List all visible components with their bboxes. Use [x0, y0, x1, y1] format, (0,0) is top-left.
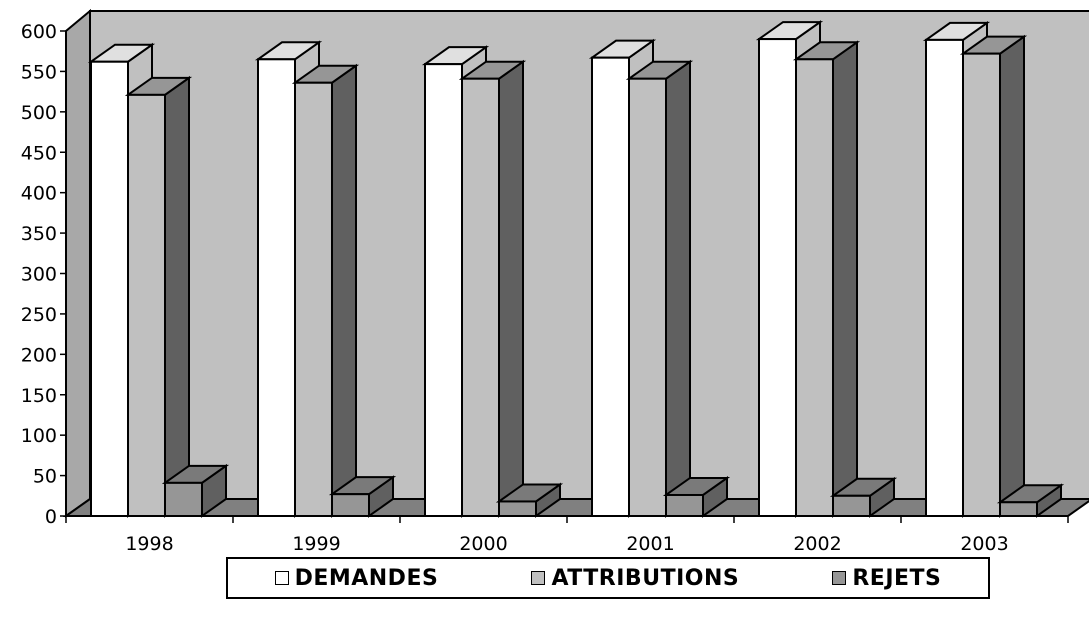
x-tick-label: 2000: [459, 533, 507, 555]
legend-label-attributions: ATTRIBUTIONS: [551, 565, 740, 591]
legend-swatch-rejets: [832, 571, 847, 585]
y-tick-label: 500: [21, 102, 57, 124]
x-tick-label: 1999: [292, 533, 340, 555]
bar-rejets-1998: [164, 481, 203, 518]
y-tick-label: 600: [21, 21, 57, 43]
bar-side-attributions-2003: [999, 34, 1025, 518]
bar-side-attributions-2001: [665, 59, 691, 518]
y-tick-label: 350: [21, 223, 57, 245]
y-tick-label: 0: [45, 506, 57, 528]
bar-rejets-2001: [665, 493, 704, 518]
bar-attributions-1999: [294, 81, 333, 517]
bar-side-attributions-1998: [164, 75, 190, 518]
y-tick-label: 50: [33, 466, 57, 488]
x-tick-label: 1998: [125, 533, 173, 555]
y-tick-label: 300: [21, 264, 57, 286]
legend-swatch-attributions: [531, 571, 546, 585]
bar-rejets-1999: [331, 493, 370, 517]
bar-rejets-2000: [498, 500, 537, 518]
legend-item-rejets: REJETS: [832, 566, 941, 591]
legend-item-demandes: DEMANDES: [274, 565, 439, 591]
bar-side-attributions-2002: [832, 40, 858, 518]
bar-demandes-2000: [424, 63, 463, 518]
bar-demandes-2001: [591, 56, 630, 518]
bar-attributions-2001: [628, 77, 667, 517]
legend-label-rejets: REJETS: [852, 565, 942, 591]
bar-side-attributions-1999: [331, 63, 357, 518]
bar-demandes-1999: [257, 58, 296, 518]
y-tick-label: 150: [21, 385, 57, 407]
legend-item-attributions: ATTRIBUTIONS: [531, 566, 739, 591]
bar-attributions-2002: [795, 58, 834, 518]
bar-rejets-2002: [832, 494, 871, 517]
legend-swatch-demandes: [274, 571, 289, 585]
bar-demandes-2002: [758, 38, 797, 517]
x-tick-label: 2003: [960, 533, 1008, 555]
legend: DEMANDES ATTRIBUTIONS REJETS: [226, 557, 990, 599]
bar-rejets-2003: [999, 501, 1038, 517]
y-tick-label: 400: [21, 183, 57, 205]
bar-attributions-2003: [962, 52, 1001, 518]
y-tick-label: 100: [21, 425, 57, 447]
legend-label-demandes: DEMANDES: [294, 565, 439, 591]
bar-attributions-2000: [461, 77, 500, 517]
bar-demandes-1998: [90, 60, 129, 517]
bar-side-attributions-2000: [498, 59, 524, 518]
side-wall: [65, 8, 91, 518]
y-tick-label: 250: [21, 304, 57, 326]
bar-demandes-2003: [925, 38, 964, 518]
y-tick-label: 200: [21, 344, 57, 366]
y-tick-label: 450: [21, 142, 57, 164]
bar-attributions-1998: [127, 93, 166, 517]
bar-chart-3d: 0 50 100 150 200 250 300 350 400 450 500 550 600 1998…: [21, 8, 1089, 555]
x-tick-label: 2001: [626, 533, 674, 555]
y-tick-label: 550: [21, 61, 57, 83]
x-tick-label: 2002: [793, 533, 841, 555]
